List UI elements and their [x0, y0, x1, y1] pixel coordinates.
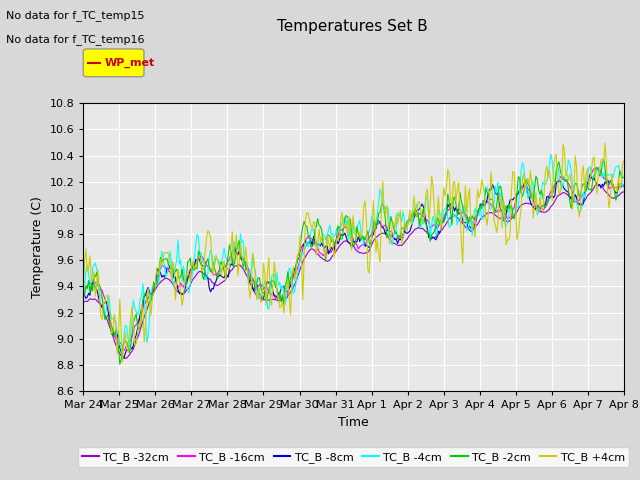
TC_B -4cm — [471, 205, 479, 211]
TC_B +4cm — [471, 234, 479, 240]
TC_B -32cm — [146, 300, 154, 306]
TC_B -16cm — [295, 263, 303, 268]
TC_B -4cm — [620, 183, 628, 189]
TC_B -8cm — [146, 290, 154, 296]
TC_B -8cm — [295, 255, 303, 261]
TC_B -2cm — [421, 219, 429, 225]
TC_B -8cm — [120, 356, 128, 361]
TC_B -2cm — [620, 175, 628, 180]
TC_B -4cm — [547, 151, 555, 157]
TC_B -16cm — [593, 165, 601, 170]
Line: TC_B +4cm: TC_B +4cm — [83, 143, 624, 362]
TC_B -16cm — [471, 216, 479, 221]
TC_B +4cm — [257, 300, 264, 306]
TC_B -4cm — [79, 297, 87, 302]
TC_B -32cm — [257, 296, 264, 302]
TC_B -2cm — [146, 301, 154, 307]
TC_B +4cm — [620, 158, 628, 164]
TC_B -8cm — [421, 212, 429, 217]
Text: Temperatures Set B: Temperatures Set B — [276, 19, 428, 34]
Text: No data for f_TC_temp16: No data for f_TC_temp16 — [6, 34, 145, 45]
TC_B -16cm — [120, 348, 128, 353]
TC_B -16cm — [79, 288, 87, 294]
TC_B -16cm — [421, 216, 429, 222]
TC_B -2cm — [474, 211, 481, 216]
TC_B -8cm — [586, 171, 594, 177]
TC_B -32cm — [421, 228, 429, 234]
TC_B -16cm — [257, 281, 264, 287]
TC_B -8cm — [79, 287, 87, 292]
TC_B -2cm — [471, 215, 479, 220]
TC_B -2cm — [257, 285, 264, 290]
TC_B -2cm — [79, 292, 87, 298]
TC_B +4cm — [474, 187, 481, 192]
TC_B +4cm — [118, 360, 126, 365]
TC_B +4cm — [79, 285, 87, 291]
TC_B -32cm — [122, 355, 129, 361]
Y-axis label: Temperature (C): Temperature (C) — [31, 196, 44, 298]
TC_B +4cm — [421, 212, 429, 218]
Legend: TC_B -32cm, TC_B -16cm, TC_B -8cm, TC_B -4cm, TC_B -2cm, TC_B +4cm: TC_B -32cm, TC_B -16cm, TC_B -8cm, TC_B … — [77, 447, 630, 467]
TC_B -32cm — [295, 270, 303, 276]
TC_B -4cm — [421, 203, 429, 209]
Line: TC_B -8cm: TC_B -8cm — [83, 174, 624, 359]
X-axis label: Time: Time — [338, 416, 369, 429]
TC_B -32cm — [79, 299, 87, 305]
TC_B -32cm — [593, 181, 601, 187]
TC_B -16cm — [474, 211, 481, 216]
TC_B -32cm — [620, 189, 628, 195]
Text: No data for f_TC_temp15: No data for f_TC_temp15 — [6, 10, 145, 21]
TC_B -8cm — [620, 184, 628, 190]
TC_B -4cm — [474, 209, 481, 215]
TC_B -32cm — [474, 221, 481, 227]
TC_B -4cm — [118, 352, 126, 358]
TC_B +4cm — [295, 255, 303, 261]
Line: TC_B -16cm: TC_B -16cm — [83, 168, 624, 350]
TC_B +4cm — [146, 295, 154, 300]
Text: WP_met: WP_met — [104, 58, 155, 68]
TC_B -8cm — [474, 209, 481, 215]
TC_B +4cm — [601, 140, 609, 146]
TC_B -2cm — [600, 156, 607, 162]
TC_B -16cm — [146, 292, 154, 298]
TC_B -2cm — [116, 361, 124, 367]
TC_B -4cm — [295, 266, 303, 272]
Line: TC_B -2cm: TC_B -2cm — [83, 159, 624, 364]
TC_B -2cm — [295, 251, 303, 257]
TC_B -8cm — [471, 221, 479, 227]
TC_B -4cm — [257, 293, 264, 299]
TC_B -32cm — [471, 225, 479, 231]
Line: TC_B -32cm: TC_B -32cm — [83, 184, 624, 358]
TC_B -16cm — [620, 183, 628, 189]
TC_B -4cm — [146, 312, 154, 318]
Line: TC_B -4cm: TC_B -4cm — [83, 154, 624, 355]
TC_B -8cm — [257, 293, 264, 299]
